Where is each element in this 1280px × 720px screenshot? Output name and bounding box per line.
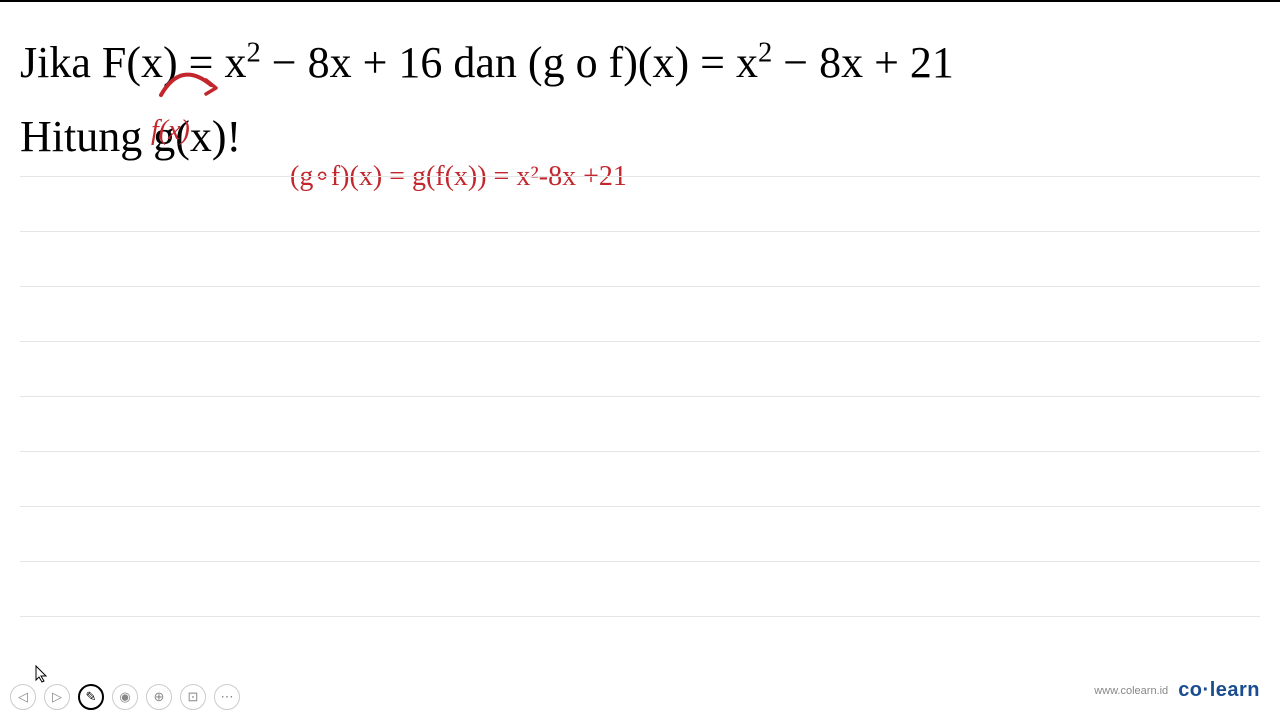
zoom-button[interactable]: ⊕ [146,684,172,710]
ruled-line [20,286,1260,287]
ruled-line [20,341,1260,342]
superscript2: 2 [758,37,772,68]
screen-button[interactable]: ⊡ [180,684,206,710]
problem-text: Jika F(x) = x2 − 8x + 16 dan (g o f)(x) … [20,30,1260,170]
back-button[interactable]: ◁ [10,684,36,710]
text-part3: − 8x + 21 [772,38,954,87]
superscript1: 2 [246,37,260,68]
brand-logo: co·learn [1178,679,1260,702]
website-link[interactable]: www.colearn.id [1094,685,1168,697]
ruled-line [20,451,1260,452]
pen-button[interactable]: ✎ [78,684,104,710]
toolbar: ◁ ▷ ✎ ◉ ⊕ ⊡ ⋯ [10,684,240,710]
ruled-line [20,616,1260,617]
ruled-line [20,231,1260,232]
content-area: Jika F(x) = x2 − 8x + 16 dan (g o f)(x) … [0,0,1280,680]
handwriting-fx: f(x) [151,110,190,152]
text-part2: − 8x + 16 dan (g o f)(x) = x [261,38,758,87]
ruled-line [20,506,1260,507]
ruled-line [20,396,1260,397]
more-button[interactable]: ⋯ [214,684,240,710]
play-button[interactable]: ▷ [44,684,70,710]
problem-line1: Jika F(x) = x2 − 8x + 16 dan (g o f)(x) … [20,30,1260,96]
footer: www.colearn.id co·learn [1094,679,1260,702]
ruled-lines-container [20,176,1260,630]
problem-line2: Hitung g(x)! [20,104,1260,170]
text-part1: Jika F(x) = x [20,38,246,87]
camera-button[interactable]: ◉ [112,684,138,710]
ruled-line [20,176,1260,177]
ruled-line [20,561,1260,562]
